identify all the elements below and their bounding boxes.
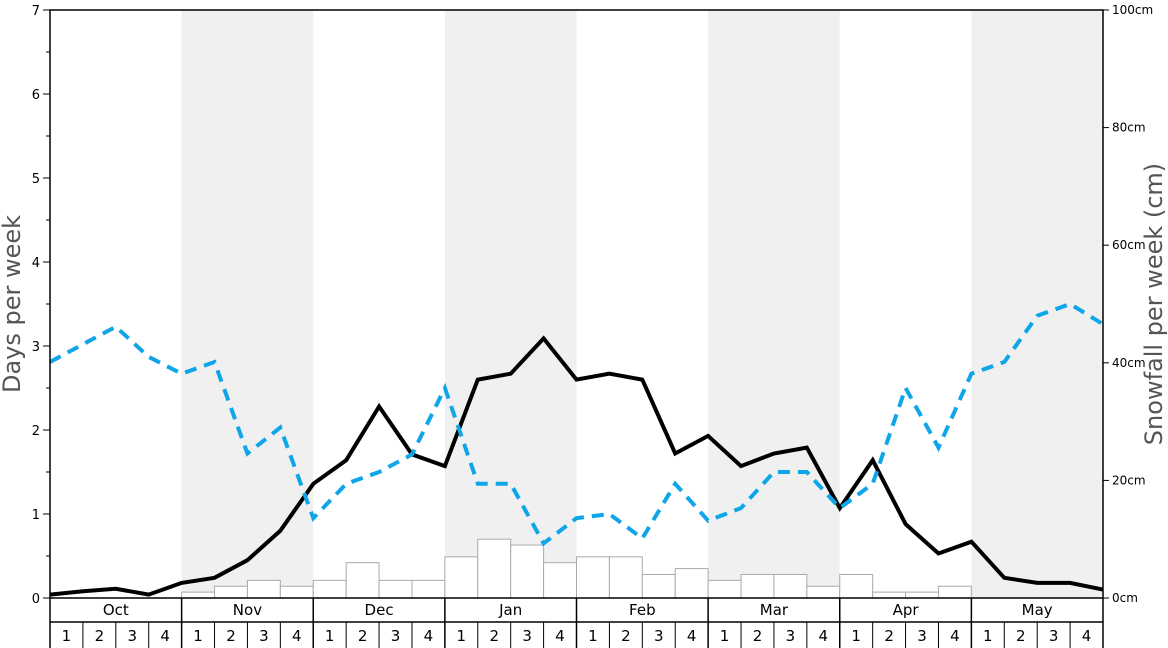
left-tick-label: 4 <box>32 256 40 271</box>
week-label: 3 <box>1049 627 1059 645</box>
week-label: 1 <box>588 627 598 645</box>
month-label-feb: Feb <box>629 601 656 619</box>
snowfall-bar-21 <box>707 579 742 599</box>
snowfall-bar-26 <box>872 591 907 599</box>
dashed-days-line <box>49 301 1105 547</box>
week-label: 1 <box>851 627 861 645</box>
snowfall-bar-27 <box>905 591 939 599</box>
week-label: 2 <box>753 627 763 645</box>
week-label: 2 <box>95 627 105 645</box>
week-label: 1 <box>457 627 467 645</box>
month-label-mar: Mar <box>760 601 789 619</box>
week-label: 4 <box>950 627 960 645</box>
week-label: 4 <box>687 627 697 645</box>
snowfall-bar-15 <box>510 544 545 599</box>
snowfall-bar-23 <box>773 573 808 599</box>
week-label: 4 <box>292 627 302 645</box>
left-tick-label: 0 <box>32 592 40 607</box>
month-label-jan: Jan <box>498 601 522 619</box>
week-label: 1 <box>325 627 335 645</box>
right-tick-label: 20cm <box>1112 473 1146 487</box>
left-tick-label: 3 <box>32 340 40 355</box>
week-label: 2 <box>884 627 894 645</box>
week-label: 2 <box>621 627 631 645</box>
snowfall-bar-19 <box>641 573 676 599</box>
week-label: 1 <box>62 627 72 645</box>
snowfall-bar-22 <box>740 573 775 599</box>
month-band-jan <box>444 10 577 598</box>
right-axis-title: Snowfall per week (cm) <box>1140 163 1168 445</box>
solid-days-line <box>49 335 1104 597</box>
week-label: 4 <box>1082 627 1092 645</box>
left-tick-label: 7 <box>32 4 40 19</box>
right-tick-label: 100cm <box>1112 3 1153 17</box>
right-tick-label: 80cm <box>1112 121 1146 135</box>
snowfall-bar-9 <box>312 579 347 599</box>
snowfall-bar-18 <box>608 556 643 599</box>
month-label-may: May <box>1022 601 1053 619</box>
week-label: 3 <box>127 627 137 645</box>
week-label: 1 <box>720 627 730 645</box>
week-label: 3 <box>654 627 664 645</box>
week-label: 3 <box>391 627 401 645</box>
week-label: 3 <box>917 627 927 645</box>
week-label: 2 <box>226 627 236 645</box>
month-band-mar <box>708 10 840 598</box>
month-label-apr: Apr <box>893 601 920 619</box>
left-axis-title: Days per week <box>0 215 26 393</box>
snowfall-bar-13 <box>444 556 479 599</box>
week-label: 3 <box>522 627 532 645</box>
week-label: 2 <box>1016 627 1026 645</box>
week-label: 4 <box>424 627 434 645</box>
right-tick-label: 0cm <box>1112 591 1138 605</box>
snowfall-bar-24 <box>806 585 841 599</box>
snowfall-bar-12 <box>411 579 446 599</box>
month-label-oct: Oct <box>103 601 129 619</box>
week-label: 1 <box>193 627 203 645</box>
month-band-nov <box>181 10 314 598</box>
week-label: 4 <box>819 627 829 645</box>
week-label: 2 <box>358 627 368 645</box>
snowfall-bar-20 <box>674 568 709 599</box>
left-tick-label: 1 <box>32 508 40 523</box>
month-label-nov: Nov <box>233 601 262 619</box>
right-tick-label: 60cm <box>1112 238 1146 252</box>
snowfall-bar-6 <box>214 585 248 599</box>
snowfall-bar-25 <box>839 573 874 599</box>
left-tick-label: 6 <box>32 88 40 103</box>
snowfall-bar-10 <box>345 562 380 599</box>
month-label-dec: Dec <box>365 601 394 619</box>
week-label: 4 <box>160 627 170 645</box>
week-label: 3 <box>259 627 269 645</box>
left-tick-label: 5 <box>32 172 40 187</box>
right-tick-label: 40cm <box>1112 356 1146 370</box>
snowfall-bar-8 <box>279 585 314 599</box>
week-label: 3 <box>786 627 796 645</box>
snowfall-bar-16 <box>543 562 577 599</box>
snowfall-bar-14 <box>477 538 512 599</box>
snowfall-bar-28 <box>937 585 972 599</box>
left-tick-label: 2 <box>32 424 40 439</box>
snowfall-bar-5 <box>181 591 216 599</box>
snowfall-bar-17 <box>576 556 610 599</box>
week-label: 1 <box>983 627 993 645</box>
week-label: 2 <box>489 627 499 645</box>
month-band-may <box>971 10 1103 598</box>
snowfall-bar-7 <box>246 579 281 599</box>
week-label: 4 <box>555 627 565 645</box>
snowfall-bar-11 <box>378 579 413 599</box>
